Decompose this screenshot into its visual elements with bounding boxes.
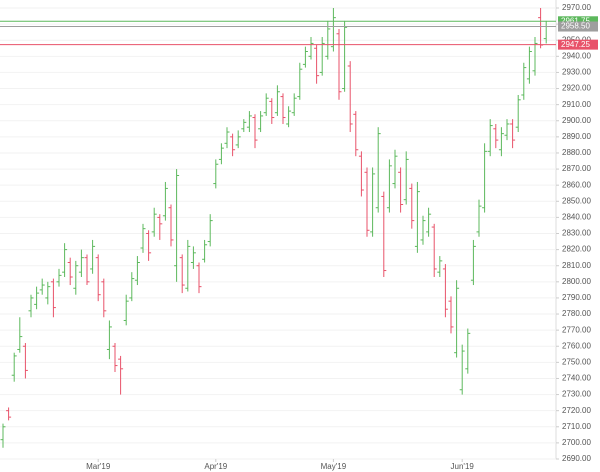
- y-tick-label: 2830.00: [562, 229, 591, 238]
- y-tick-label: 2790.00: [562, 293, 591, 302]
- price-label-box: [558, 16, 598, 27]
- y-tick-label: 2890.00: [562, 132, 591, 141]
- x-tick-label: Jun'19: [451, 462, 475, 471]
- y-tick-label: 2940.00: [562, 51, 591, 60]
- y-tick-label: 2710.00: [562, 422, 591, 431]
- x-tick-label: May'19: [321, 462, 347, 471]
- y-tick-label: 2870.00: [562, 164, 591, 173]
- y-tick-label: 2840.00: [562, 213, 591, 222]
- y-tick-label: 2690.00: [562, 454, 591, 463]
- y-tick-label: 2860.00: [562, 180, 591, 189]
- y-tick-label: 2820.00: [562, 245, 591, 254]
- y-tick-label: 2740.00: [562, 374, 591, 383]
- y-tick-label: 2910.00: [562, 100, 591, 109]
- y-tick-label: 2760.00: [562, 341, 591, 350]
- y-tick-label: 2770.00: [562, 325, 591, 334]
- price-label: 2961.75: [561, 16, 590, 25]
- y-tick-label: 2920.00: [562, 84, 591, 93]
- y-tick-label: 2750.00: [562, 357, 591, 366]
- price-label: 2947.25: [561, 40, 590, 49]
- y-tick-label: 2720.00: [562, 406, 591, 415]
- y-tick-label: 2880.00: [562, 148, 591, 157]
- x-tick-label: Mar'19: [86, 462, 111, 471]
- y-tick-label: 2780.00: [562, 309, 591, 318]
- y-tick-label: 2930.00: [562, 68, 591, 77]
- price-label: 2958.50: [561, 22, 590, 31]
- y-tick-label: 2900.00: [562, 116, 591, 125]
- x-tick-label: Apr'19: [204, 462, 227, 471]
- price-label-box: [558, 21, 598, 32]
- y-tick-label: 2700.00: [562, 438, 591, 447]
- y-tick-label: 2850.00: [562, 196, 591, 205]
- y-tick-label: 2800.00: [562, 277, 591, 286]
- y-tick-label: 2970.00: [562, 3, 591, 12]
- y-tick-label: 2730.00: [562, 390, 591, 399]
- price-label-box: [558, 39, 598, 50]
- y-tick-label: 2810.00: [562, 261, 591, 270]
